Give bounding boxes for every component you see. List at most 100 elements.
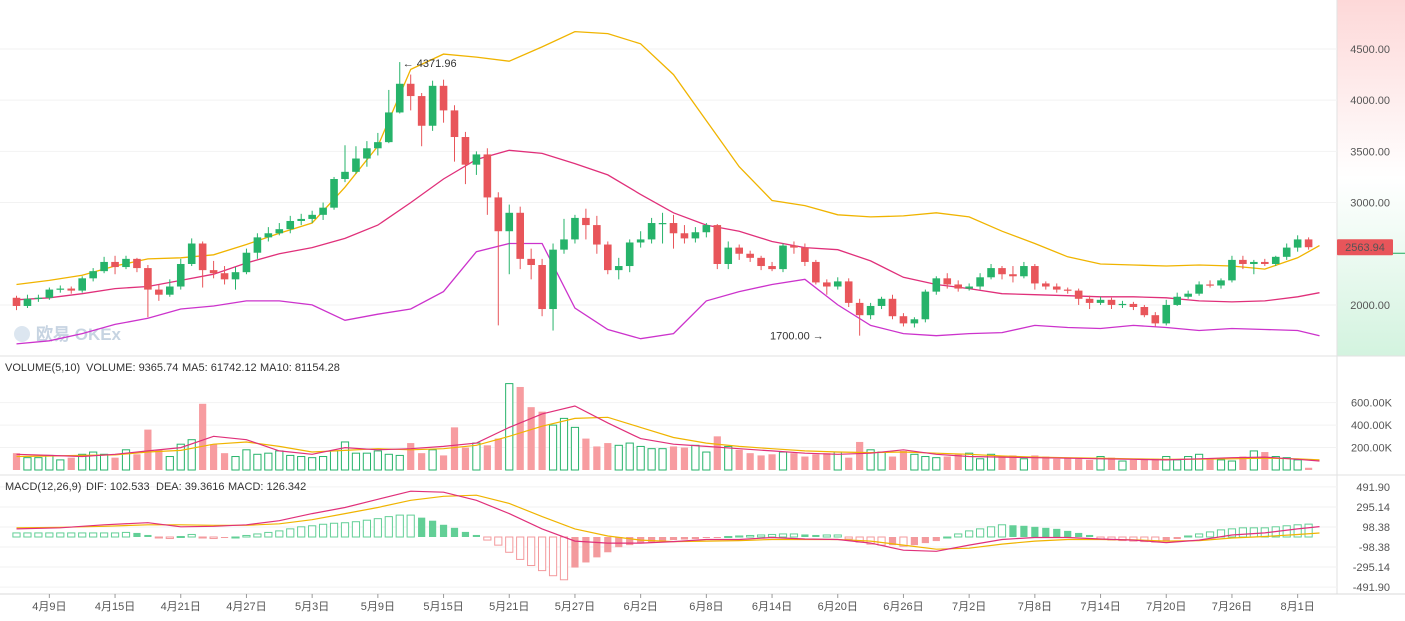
macd-bar[interactable] <box>899 536 908 547</box>
candle-body[interactable] <box>417 96 426 126</box>
candle-body[interactable] <box>866 305 875 316</box>
candle-body[interactable] <box>111 261 119 268</box>
volume-bar[interactable] <box>548 424 558 471</box>
volume-bar[interactable] <box>559 417 569 471</box>
volume-bar[interactable] <box>877 451 886 471</box>
candle-body[interactable] <box>790 245 798 248</box>
macd-bar[interactable] <box>1304 523 1313 538</box>
macd-bar[interactable] <box>384 516 393 538</box>
volume-bar[interactable] <box>625 442 634 471</box>
volume-bar[interactable] <box>899 450 908 470</box>
candle-body[interactable] <box>812 261 820 283</box>
candle-body[interactable] <box>724 247 733 264</box>
volume-bar[interactable] <box>351 452 361 471</box>
candle-body[interactable] <box>1107 299 1116 305</box>
macd-bar[interactable] <box>1249 527 1258 538</box>
macd-bar[interactable] <box>812 534 820 537</box>
macd-bar[interactable] <box>680 537 689 540</box>
volume-bar[interactable] <box>23 457 32 471</box>
volume-bar[interactable] <box>286 454 295 471</box>
macd-bar[interactable] <box>23 532 32 538</box>
candle-body[interactable] <box>1271 256 1280 264</box>
macd-bar[interactable] <box>264 531 273 538</box>
volume-bar[interactable] <box>823 453 831 470</box>
macd-bar[interactable] <box>833 534 842 538</box>
candle-body[interactable] <box>122 258 130 268</box>
candle-body[interactable] <box>943 278 952 285</box>
volume-bar[interactable] <box>199 403 207 470</box>
macd-bar[interactable] <box>100 532 109 538</box>
macd-bar[interactable] <box>110 532 120 538</box>
macd-bar[interactable] <box>45 532 54 538</box>
macd-bar[interactable] <box>78 532 87 538</box>
volume-bar[interactable] <box>165 456 174 471</box>
candle-body[interactable] <box>1031 266 1039 284</box>
candle-body[interactable] <box>680 233 689 239</box>
candle-body[interactable] <box>625 242 634 267</box>
macd-bar[interactable] <box>1031 526 1039 537</box>
volume-bar[interactable] <box>89 451 98 471</box>
volume-bar[interactable] <box>231 456 240 471</box>
candle-body[interactable] <box>1129 303 1138 307</box>
macd-bar[interactable] <box>932 537 940 542</box>
volume-bar[interactable] <box>133 454 141 470</box>
volume-bar[interactable] <box>308 457 317 471</box>
candle-body[interactable] <box>538 265 546 310</box>
macd-bar[interactable] <box>691 537 699 540</box>
volume-bar[interactable] <box>384 453 393 471</box>
macd-bar[interactable] <box>735 535 744 538</box>
candle-body[interactable] <box>735 247 743 254</box>
macd-bar[interactable] <box>297 526 306 538</box>
volume-bar[interactable] <box>986 453 996 471</box>
volume-bar[interactable] <box>1239 456 1247 470</box>
macd-bar[interactable] <box>1184 535 1193 538</box>
candle-body[interactable] <box>198 243 207 271</box>
candle-body[interactable] <box>56 288 65 290</box>
candle-body[interactable] <box>1020 266 1028 277</box>
candle-body[interactable] <box>823 282 831 287</box>
volume-bar[interactable] <box>1118 460 1127 471</box>
macd-bar[interactable] <box>198 536 207 539</box>
volume-bar[interactable] <box>1107 457 1116 470</box>
macd-bar[interactable] <box>626 537 634 546</box>
macd-bar[interactable] <box>921 537 929 544</box>
volume-bar[interactable] <box>866 449 875 471</box>
candle-body[interactable] <box>1151 315 1160 324</box>
macd-bar[interactable] <box>439 524 448 537</box>
macd-bar[interactable] <box>516 536 525 560</box>
macd-bar[interactable] <box>472 534 480 537</box>
volume-bar[interactable] <box>1261 452 1269 470</box>
macd-bar[interactable] <box>121 531 131 538</box>
volume-bar[interactable] <box>570 426 580 471</box>
macd-bar[interactable] <box>67 532 76 538</box>
candle-body[interactable] <box>352 158 360 172</box>
volume-bar[interactable] <box>1129 459 1137 470</box>
volume-bar[interactable] <box>340 441 350 471</box>
macd-bar[interactable] <box>505 536 514 553</box>
candle-body[interactable] <box>1239 259 1247 264</box>
volume-bar[interactable] <box>801 456 809 470</box>
volume-bar[interactable] <box>111 457 119 470</box>
macd-bar[interactable] <box>1293 524 1302 538</box>
candle-body[interactable] <box>341 171 349 179</box>
macd-bar[interactable] <box>559 536 569 581</box>
volume-bar[interactable] <box>187 439 196 471</box>
macd-bar[interactable] <box>209 536 218 540</box>
volume-bar[interactable] <box>943 456 951 470</box>
candle-body[interactable] <box>1217 280 1225 286</box>
volume-bar[interactable] <box>954 454 962 470</box>
candle-body[interactable] <box>385 112 393 143</box>
candle-body[interactable] <box>614 266 623 271</box>
candle-body[interactable] <box>1096 299 1105 303</box>
macd-bar[interactable] <box>12 532 21 538</box>
candle-body[interactable] <box>932 278 941 292</box>
volume-bar[interactable] <box>264 452 273 471</box>
candle-body[interactable] <box>691 232 700 239</box>
candle-body[interactable] <box>472 154 481 165</box>
volume-bar[interactable] <box>1140 459 1148 470</box>
volume-bar[interactable] <box>56 459 65 471</box>
volume-bar[interactable] <box>746 453 754 470</box>
macd-bar[interactable] <box>548 536 558 577</box>
macd-bar[interactable] <box>275 530 284 538</box>
